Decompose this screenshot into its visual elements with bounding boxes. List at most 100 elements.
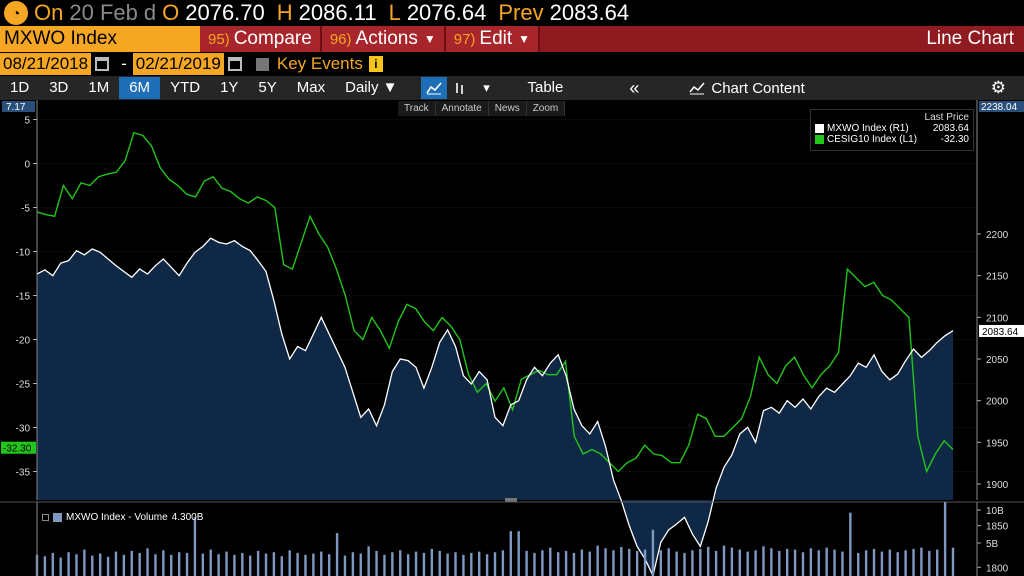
volume-bar: [343, 555, 347, 576]
ticker-input[interactable]: MXWO Index: [0, 26, 200, 52]
open-value: 2076.70: [185, 0, 265, 25]
key-events-label: Key Events: [276, 54, 363, 73]
volume-bar: [59, 557, 62, 576]
high-label: H: [276, 0, 293, 25]
right-tick-label: 1800: [986, 563, 1009, 574]
chart-content-button[interactable]: Chart Content: [689, 80, 805, 97]
range-6m[interactable]: 6M: [119, 77, 161, 99]
left-current-label: -32.30: [3, 444, 32, 455]
left-tick-label: -5: [21, 204, 30, 215]
volume-bar: [162, 550, 165, 576]
chart-area[interactable]: 5 0 -5 -10 -15 -20 -25 -30 -35 7.17 -32.30 2200 215…: [0, 100, 1024, 576]
range-ytd[interactable]: YTD: [170, 79, 201, 96]
volume-bar: [872, 548, 876, 576]
volume-bar: [430, 548, 434, 576]
range-5y[interactable]: 5Y: [258, 79, 277, 96]
legend-swatch: [815, 135, 824, 144]
volume-bar: [114, 551, 118, 576]
volume-bar: [683, 552, 686, 576]
right-current-box: [979, 324, 1024, 337]
volume-bar: [193, 517, 197, 576]
track-tool[interactable]: Track: [398, 101, 436, 116]
on-label: On: [34, 0, 64, 25]
volume-bar: [327, 554, 331, 576]
range-3d[interactable]: 3D: [49, 79, 69, 96]
chart-style-dropdown-icon[interactable]: ▾: [483, 80, 490, 95]
caret-down-icon: ▼: [518, 32, 531, 46]
volume-bar: [312, 553, 315, 576]
volume-bar: [138, 552, 141, 576]
zoom-tool[interactable]: Zoom: [527, 101, 566, 116]
quote-date: 20 Feb: [69, 0, 138, 25]
collapse-chevron-icon[interactable]: «: [629, 78, 640, 98]
volume-bar: [517, 531, 520, 576]
news-tool[interactable]: News: [489, 101, 527, 116]
volume-bar: [849, 512, 852, 576]
volume-bar: [730, 547, 734, 576]
volume-bar: [604, 548, 607, 576]
gauge-icon[interactable]: ◔: [4, 1, 28, 25]
prev-value: 2083.64: [549, 0, 630, 25]
scroll-thumb: [505, 498, 517, 502]
range-max[interactable]: Max: [296, 79, 326, 96]
volume-bar: [146, 548, 149, 576]
volume-bar: [130, 550, 133, 576]
table-button[interactable]: Table: [527, 79, 564, 96]
range-1y[interactable]: 1Y: [220, 79, 239, 96]
volume-bar: [572, 552, 576, 576]
right-tick-label: 2000: [986, 397, 1009, 408]
right-tick-label: 1950: [986, 438, 1009, 449]
edit-number: 97): [453, 30, 476, 48]
range-1m[interactable]: 1M: [88, 79, 110, 96]
key-events-checkbox[interactable]: [255, 57, 269, 71]
volume-bar: [809, 548, 813, 576]
volume-bar: [509, 531, 512, 576]
frequency-dropdown[interactable]: Daily ▼: [345, 79, 398, 96]
volume-bar: [920, 547, 923, 576]
end-date-input[interactable]: 02/21/2019: [132, 53, 224, 75]
left-tick-label: -10: [16, 248, 31, 259]
annotate-tool[interactable]: Annotate: [436, 101, 489, 116]
frequency-letter: d: [143, 0, 157, 25]
volume-tick-label: 10B: [986, 506, 1004, 517]
legend-series-value: 2083.64: [932, 123, 969, 134]
volume-bar: [667, 548, 670, 576]
volume-bar: [659, 550, 663, 576]
right-top-label: 2238.04: [981, 102, 1018, 113]
volume-bar: [296, 552, 299, 576]
volume-bar: [501, 550, 505, 576]
toolbar: MXWO Index 95) Compare 96) Actions ▼ 97)…: [0, 26, 1024, 52]
volume-bar: [414, 551, 418, 576]
calendar-icon[interactable]: [95, 57, 110, 71]
left-tick-label: 5: [24, 116, 30, 127]
volume-bar: [67, 552, 70, 576]
right-tick-label: 2050: [986, 355, 1009, 366]
volume-bar: [83, 549, 86, 576]
range-1d[interactable]: 1D: [10, 79, 30, 96]
volume-bar: [651, 529, 655, 576]
legend-series-name: MXWO Index (R1): [827, 123, 909, 134]
line-chart-icon[interactable]: [421, 77, 448, 99]
edit-button[interactable]: 97) Edit ▼: [445, 26, 541, 52]
calendar-icon[interactable]: [227, 57, 242, 71]
gear-icon[interactable]: ⚙: [990, 78, 1006, 97]
volume-bar: [201, 553, 205, 576]
compare-button[interactable]: 95) Compare: [200, 26, 322, 52]
legend[interactable]: Last Price MXWO Index (R1) 2083.64 CESIG…: [810, 109, 974, 151]
bar-chart-icon[interactable]: [447, 77, 473, 99]
quote-bar: ◔ On 20 Feb d O 2076.70 H 2086.11 L 2076…: [0, 0, 1024, 26]
volume-bar: [596, 545, 599, 576]
info-icon[interactable]: i: [368, 56, 383, 72]
legend-swatch: [815, 124, 824, 133]
start-date-input[interactable]: 08/21/2018: [0, 53, 92, 75]
low-value: 2076.64: [406, 0, 487, 25]
volume-bar: [446, 553, 449, 576]
volume-bar: [391, 552, 394, 576]
chart-content-icon: [689, 82, 705, 95]
chart-tools: Track Annotate News Zoom: [398, 101, 566, 116]
actions-button[interactable]: 96) Actions ▼: [321, 26, 446, 52]
volume-bar: [588, 551, 591, 576]
left-tick-label: 0: [24, 160, 30, 171]
volume-bar: [406, 554, 410, 576]
right-tick-label: 1900: [986, 480, 1009, 491]
